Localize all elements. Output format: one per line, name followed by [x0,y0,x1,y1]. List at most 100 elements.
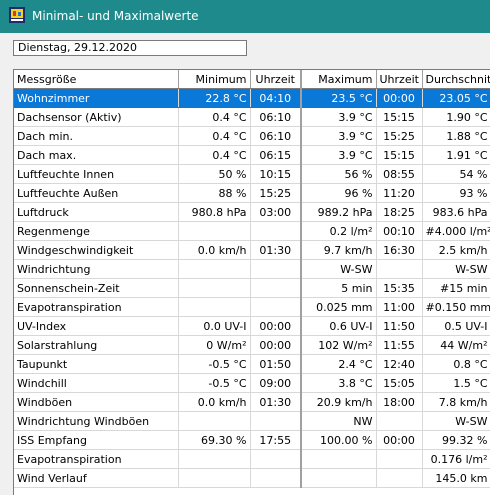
table-row[interactable]: Windchill -0.5 °C 09:00 3.8 °C 15:05 1.5 °C [14,373,490,393]
header-row: Messgröße Minimum Uhrzeit Maximum Uhrzei… [14,70,490,89]
cell-measure: Windrichtung Windböen [14,411,179,431]
cell-minimum: 88 % [178,183,251,203]
cell-maximum: 9.7 km/h [300,240,377,260]
cell-minimum [178,221,251,241]
table-row[interactable]: Sonnenschein-Zeit 5 min 15:35 #15 min [14,278,490,298]
table-row[interactable]: UV-Index 0.0 UV-I 00:00 0.6 UV-I 11:50 0.5 UV… [14,316,490,336]
table-row[interactable]: Evapotranspiration 0.176 l/m² [14,449,490,469]
cell-measure: Windgeschwindigkeit [14,240,179,260]
cell-min-time: 01:50 [250,354,302,374]
cell-maximum: 56 % [300,164,377,184]
cell-min-time [250,221,302,241]
table-row[interactable]: Wind Verlauf 145.0 km [14,468,490,488]
column-header-max-time[interactable]: Uhrzeit [376,70,423,89]
cell-minimum [178,259,251,279]
table-row[interactable]: Windböen 0.0 km/h 01:30 20.9 km/h 18:00 7.8 k… [14,392,490,412]
cell-average: 23.05 °C [422,88,490,108]
cell-min-time: 10:15 [250,164,302,184]
table-row[interactable]: Evapotranspiration 0.025 mm 11:00 #0.150 mm [14,297,490,317]
cell-maximum: 3.9 °C [300,126,377,146]
cell-maximum: 3.8 °C [300,373,377,393]
cell-maximum: 3.9 °C [300,145,377,165]
cell-maximum: 0.2 l/m² [300,221,377,241]
cell-max-time: 15:15 [376,145,423,165]
cell-maximum: 989.2 hPa [300,202,377,222]
cell-measure: Sonnenschein-Zeit [14,278,179,298]
column-header-minimum[interactable]: Minimum [178,70,251,89]
cell-maximum [300,449,377,469]
table-row[interactable]: Luftfeuchte Außen 88 % 15:25 96 % 11:20 93 % [14,183,490,203]
cell-min-time [250,468,302,488]
cell-measure: Dachsensor (Aktiv) [14,107,179,127]
cell-average: W-SW [422,259,490,279]
column-header-measure[interactable]: Messgröße [14,70,179,89]
cell-max-time: 08:55 [376,164,423,184]
table-row[interactable]: Wohnzimmer 22.8 °C 04:10 23.5 °C 00:00 23.05 … [14,88,490,108]
table-row[interactable]: Dach max. 0.4 °C 06:15 3.9 °C 15:15 1.91 °C [14,145,490,165]
cell-max-time: 15:25 [376,126,423,146]
cell-max-time: 15:15 [376,107,423,127]
table-row[interactable]: Taupunkt -0.5 °C 01:50 2.4 °C 12:40 0.8 °C [14,354,490,374]
cell-minimum: 0.4 °C [178,126,251,146]
cell-average: 983.6 hPa [422,202,490,222]
table-row[interactable]: Windrichtung W-SW W-SW [14,259,490,279]
column-header-maximum[interactable]: Maximum [300,70,377,89]
cell-measure: Wind Verlauf [14,468,179,488]
cell-minimum: -0.5 °C [178,354,251,374]
table-row[interactable]: ISS Empfang 69.30 % 17:55 100.00 % 00:00 99.3… [14,430,490,450]
cell-average: 0.176 l/m² [422,449,490,469]
cell-min-time: 00:00 [250,316,302,336]
cell-maximum: 102 W/m² [300,335,377,355]
window-title: Minimal- und Maximalwerte [32,9,199,23]
minmax-table[interactable]: Messgröße Minimum Uhrzeit Maximum Uhrzei… [13,69,490,495]
table-row[interactable]: Regenmenge 0.2 l/m² 00:10 #4.000 l/m² [14,221,490,241]
cell-min-time: 01:30 [250,240,302,260]
cell-min-time: 17:55 [250,430,302,450]
cell-max-time [376,468,423,488]
title-bar: Minimal- und Maximalwerte [0,0,490,33]
cell-maximum: W-SW [300,259,377,279]
cell-max-time: 18:00 [376,392,423,412]
cell-max-time: 15:05 [376,373,423,393]
column-header-min-time[interactable]: Uhrzeit [250,70,302,89]
table-row[interactable]: Luftfeuchte Innen 50 % 10:15 56 % 08:55 54 % [14,164,490,184]
cell-maximum: 20.9 km/h [300,392,377,412]
cell-minimum: 22.8 °C [178,88,251,108]
cell-average: 93 % [422,183,490,203]
table-row[interactable]: Dach min. 0.4 °C 06:10 3.9 °C 15:25 1.88 °C [14,126,490,146]
column-header-average[interactable]: Durchschnitt [422,70,490,89]
table-row[interactable]: Dachsensor (Aktiv) 0.4 °C 06:10 3.9 °C 15:15… [14,107,490,127]
cell-minimum: -0.5 °C [178,373,251,393]
cell-min-time: 01:30 [250,392,302,412]
cell-measure: Dach min. [14,126,179,146]
table-row[interactable]: Solarstrahlung 0 W/m² 00:00 102 W/m² 11:55 44… [14,335,490,355]
cell-max-time: 00:00 [376,430,423,450]
cell-maximum: NW [300,411,377,431]
cell-average: 0.5 UV-I [422,316,490,336]
cell-maximum: 100.00 % [300,430,377,450]
cell-average: 1.5 °C [422,373,490,393]
cell-min-time: 06:15 [250,145,302,165]
cell-minimum [178,468,251,488]
date-field[interactable]: Dienstag, 29.12.2020 [13,40,247,56]
cell-measure: Wohnzimmer [14,88,179,108]
cell-average: 99.32 % [422,430,490,450]
cell-minimum [178,297,251,317]
table-row[interactable]: Windrichtung Windböen NW W-SW [14,411,490,431]
cell-minimum: 69.30 % [178,430,251,450]
table-row[interactable]: Luftdruck 980.8 hPa 03:00 989.2 hPa 18:25 983… [14,202,490,222]
cell-minimum: 0.0 UV-I [178,316,251,336]
cell-maximum: 23.5 °C [300,88,377,108]
cell-measure: Dach max. [14,145,179,165]
cell-minimum: 0.0 km/h [178,392,251,412]
cell-measure: Evapotranspiration [14,297,179,317]
cell-maximum: 3.9 °C [300,107,377,127]
cell-maximum: 2.4 °C [300,354,377,374]
cell-average: 1.88 °C [422,126,490,146]
cell-average: 1.90 °C [422,107,490,127]
cell-max-time [376,449,423,469]
cell-minimum [178,278,251,298]
table-row[interactable]: Windgeschwindigkeit 0.0 km/h 01:30 9.7 km/h… [14,240,490,260]
cell-min-time [250,449,302,469]
cell-average: #0.150 mm [422,297,490,317]
